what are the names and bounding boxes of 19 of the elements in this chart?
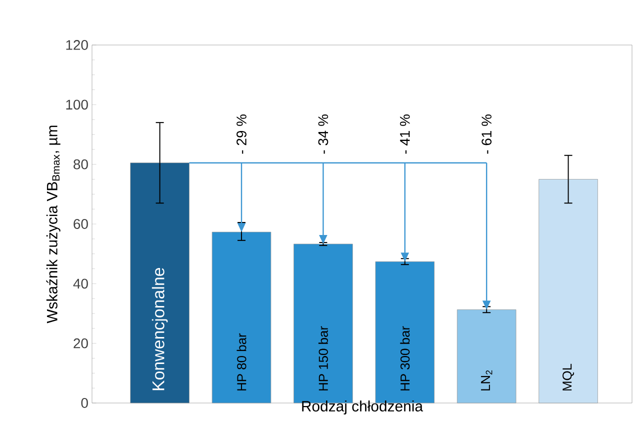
y-tick-label: 80 — [74, 159, 88, 170]
x-tick-label: MQL — [562, 364, 574, 390]
x-tick-label: HP 150 bar — [318, 326, 328, 390]
y-tick-label: 0 — [81, 398, 88, 408]
annotation: - 29 % — [236, 114, 246, 154]
x-tick-label: HP 300 bar — [400, 326, 410, 390]
y-tick-label: 100 — [66, 100, 88, 110]
annotation: - 61 % — [482, 114, 492, 154]
x-tick-label: LN$_{2}$ — [481, 370, 492, 390]
y-tick-label: 60 — [74, 219, 88, 229]
x-axis-title: Rodzaj chłodzenia — [302, 400, 424, 414]
x-tick-label: HP 80 bar — [236, 333, 246, 390]
annotation: - 34 % — [318, 114, 328, 154]
y-tick-label: 40 — [73, 278, 88, 289]
y-tick-label: 20 — [74, 338, 88, 348]
y-axis-title: Wskaźnik zużycia VB$_{Bmax}$, µm — [46, 126, 60, 324]
x-tick-label: Konwencjonalne — [152, 268, 168, 390]
y-tick-label: 120 — [66, 40, 88, 50]
annotation: - 41 % — [400, 114, 410, 154]
